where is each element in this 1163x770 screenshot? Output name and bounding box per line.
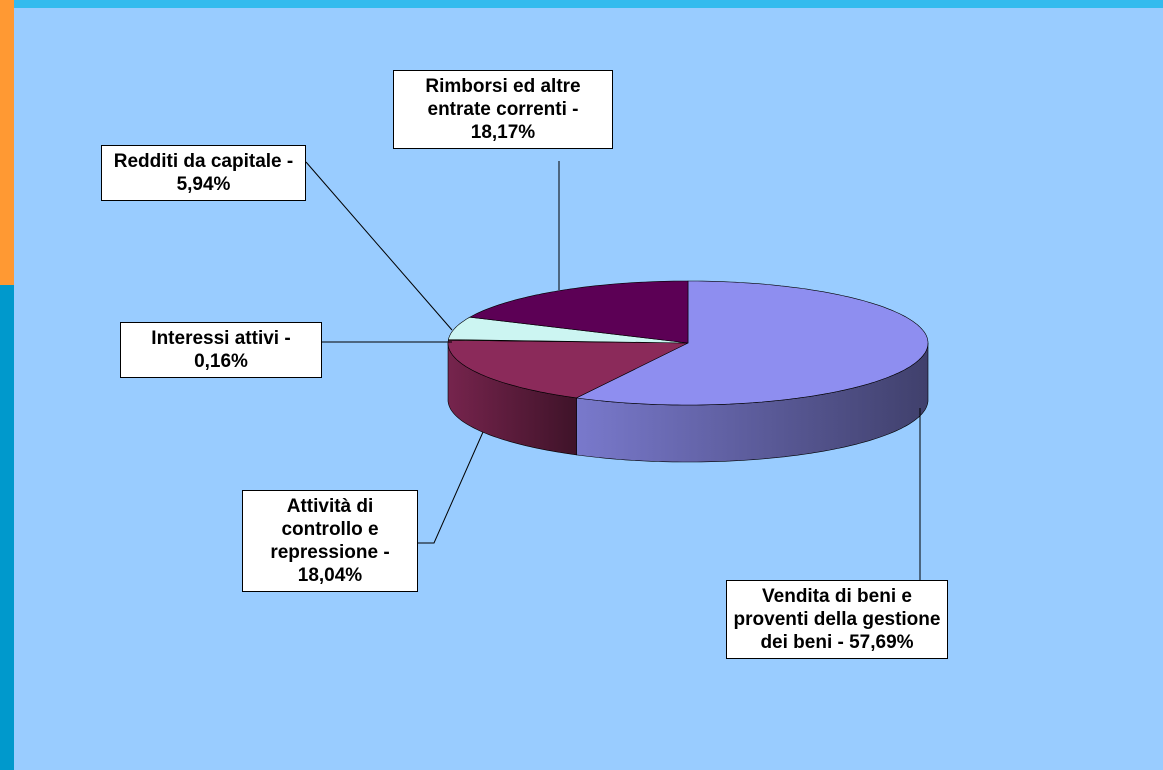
slice-label: Vendita di beni e proventi della gestion… [726,580,948,659]
slice-label: Rimborsi ed altre entrate correnti - 18,… [393,70,613,149]
slice [468,280,689,344]
slice-label: Redditi da capitale - 5,94% [101,145,306,201]
slice-label: Interessi attivi - 0,16% [120,322,322,378]
frame-top [0,0,1163,8]
slice-label: Attività di controllo e repressione - 18… [242,490,418,592]
slice [448,316,689,344]
slice [575,280,929,406]
leader-line [418,431,484,544]
leader-line [305,161,453,331]
frame-accent [0,0,14,285]
slice [447,339,689,399]
